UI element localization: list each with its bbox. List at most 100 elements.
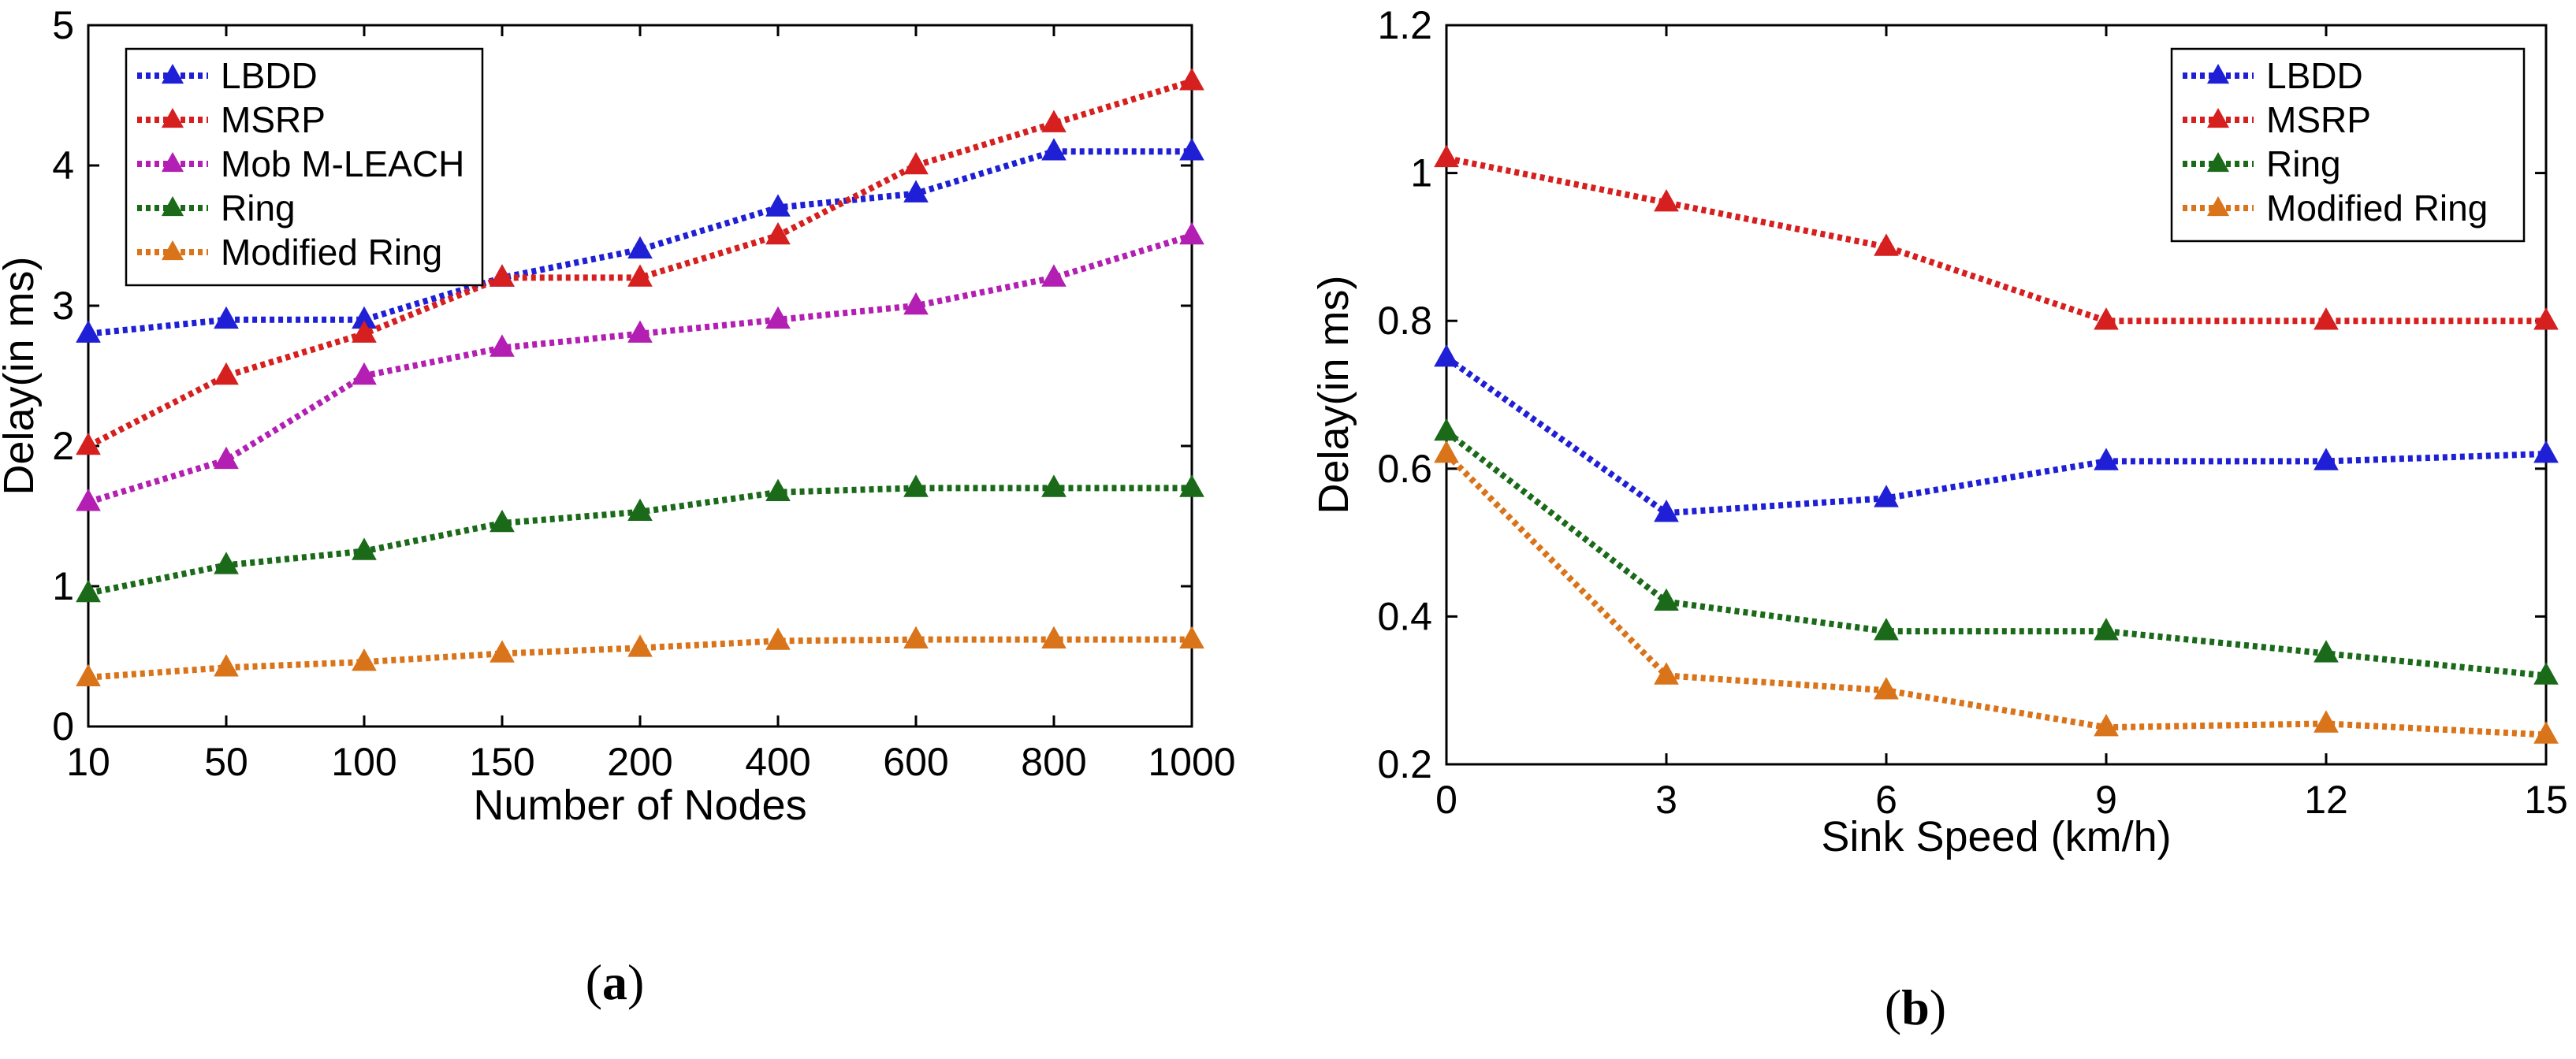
data-point-marker [1179,138,1204,161]
y-axis-label: Delay(in ms) [1310,275,1357,514]
y-tick-label: 5 [52,3,74,47]
series-line-msrp [1446,154,2546,325]
data-point-marker [765,627,791,650]
y-tick-label: 0.4 [1377,594,1432,638]
x-tick-label: 12 [2304,778,2348,822]
data-point-marker [1041,110,1067,132]
data-point-marker [627,264,653,287]
data-point-marker [627,236,653,259]
data-point-marker [903,292,929,315]
subfigure-label-open: ( [1885,979,1901,1035]
data-point-marker [627,498,653,521]
data-point-marker [1179,221,1204,245]
chart-a: 10 50 100 150 200 400 600 800 1000 0 1 2 3 4 5 Number o… [0,3,1236,1010]
legend-label: LBDD [221,55,318,96]
legend-label: MSRP [221,99,326,140]
data-point-marker [490,264,515,287]
data-point-marker [1654,189,1679,212]
data-point-marker [76,320,101,343]
data-point-marker [1654,588,1679,611]
y-axis-label: Delay(in ms) [0,256,43,495]
data-point-marker [2094,618,2119,641]
data-point-marker [2314,710,2339,733]
y-tick-label: 0.8 [1377,299,1432,343]
subfigure-label-close: ) [627,954,644,1010]
data-point-marker [1434,440,1459,463]
legend-label: MSRP [2266,99,2371,140]
data-point-marker [1179,68,1204,91]
data-point-marker [903,151,929,175]
data-point-marker [1041,264,1067,287]
axes-frame [1445,24,2548,766]
data-point-marker [1654,662,1679,685]
legend-swatch-marker [2206,63,2230,84]
x-tick-label: 400 [745,740,810,784]
y-tick-label: 0.6 [1377,447,1432,491]
data-point-marker [214,446,239,470]
x-tick-label: 6 [1875,778,1897,822]
data-point-marker [2094,448,2119,470]
data-point-marker [627,320,653,343]
y-tick-label: 1.2 [1377,3,1432,47]
data-point-marker [1179,626,1204,648]
x-tick-label: 3 [1655,778,1677,822]
data-point-marker [2314,448,2339,470]
data-point-marker [1654,500,1679,522]
data-point-marker [903,474,929,497]
data-point-marker [1434,418,1459,441]
legend-label: Mob M-LEACH [221,143,464,184]
y-tick-label: 2 [52,424,74,468]
data-point-marker [76,579,101,603]
data-point-marker [1179,474,1204,497]
legend-label: LBDD [2266,55,2363,96]
subfigure-label-letter: a [602,954,627,1010]
data-point-marker [765,221,791,245]
x-tick-label: 200 [607,740,672,784]
series-line-msrp [87,78,1193,449]
x-axis-label: Number of Nodes [473,782,806,829]
data-point-marker [765,194,791,217]
data-point-marker [1434,344,1459,367]
data-point-marker [1041,626,1067,648]
subfigure-label: (b) [1885,979,1946,1035]
data-point-marker [1874,485,1899,507]
data-point-marker [1874,233,1899,256]
series-line-lbdd [87,148,1192,337]
y-tick-label: 1 [1410,151,1432,195]
x-tick-label: 15 [2524,778,2568,822]
data-point-marker [1041,474,1067,497]
y-tick-label: 3 [52,284,74,328]
y-tick-label: 1 [52,564,74,608]
data-point-marker [765,306,791,329]
data-point-marker [214,306,239,329]
data-point-marker [2314,307,2339,330]
data-point-marker [214,362,239,385]
x-tick-label: 1000 [1148,740,1235,784]
data-point-marker [76,489,101,511]
data-point-marker [2533,307,2559,330]
y-tick-label: 0.2 [1377,742,1432,786]
data-point-marker [1041,138,1067,161]
data-point-marker [352,320,377,343]
data-point-marker [490,640,515,663]
legend-swatch-marker [161,195,184,217]
legend-box [125,47,484,287]
series-line-ring [1444,429,2547,679]
x-tick-label: 10 [66,740,110,784]
data-point-marker [214,654,239,677]
x-tick-label: 50 [204,740,248,784]
data-point-marker [2314,640,2339,663]
chart-b: 0 3 6 9 12 15 0.2 0.4 0.6 0.8 1 1.2 Sink Speed (km/h… [1310,3,2568,1035]
data-point-marker [2533,662,2559,685]
data-point-marker [352,648,377,671]
series-line-modified-ring [1444,451,2547,738]
legend-swatch-marker [161,63,184,84]
data-point-marker [352,362,377,385]
legend-label: Modified Ring [221,232,442,273]
data-point-marker [2094,714,2119,737]
data-point-marker [352,537,377,560]
y-tick-label: 4 [52,143,74,188]
x-tick-label: 100 [331,740,396,784]
data-point-marker [2533,440,2559,463]
